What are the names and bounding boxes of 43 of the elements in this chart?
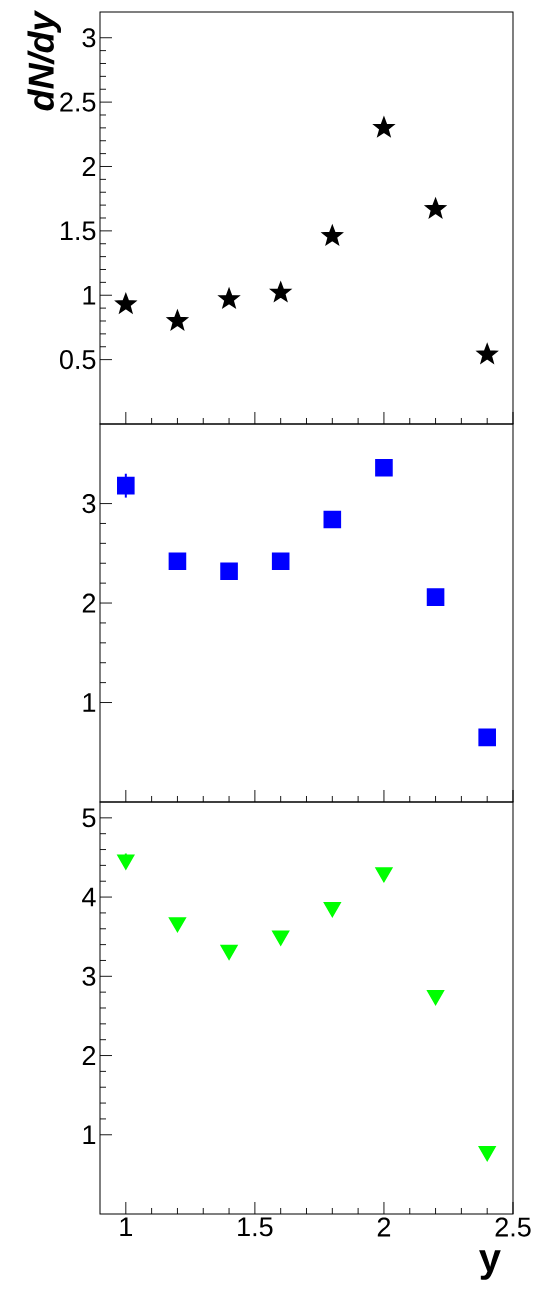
x-tick-label: 1 [120, 1217, 133, 1237]
point [117, 854, 135, 870]
x-tick-label: 2.5 [495, 1217, 531, 1237]
y-tick-label: 1.5 [60, 221, 96, 241]
x-tick-label: 2 [377, 1217, 391, 1237]
point [322, 225, 343, 245]
point [115, 293, 137, 314]
y-tick-label: 2 [82, 593, 96, 613]
y-tick-label: 3 [82, 28, 96, 48]
point [323, 510, 342, 529]
point [220, 562, 238, 581]
y-tick-label: 3 [82, 494, 96, 514]
y-tick-label: 1 [83, 1125, 96, 1145]
point [218, 288, 240, 308]
y-tick-label: 3 [82, 966, 96, 986]
point [426, 990, 445, 1006]
point [375, 867, 393, 883]
point [271, 552, 290, 571]
y-tick-label: 2.5 [60, 92, 96, 112]
point [476, 343, 498, 364]
point [168, 917, 187, 933]
point [478, 728, 496, 747]
point [425, 198, 446, 218]
y-tick-label: 2 [82, 1046, 96, 1065]
point [426, 588, 445, 606]
x-axis-title: y [479, 1250, 501, 1280]
x-tick-label: 1.5 [238, 1217, 273, 1237]
y-tick-label: 2 [82, 157, 96, 176]
y-axis-title: dN/dy [27, 9, 62, 111]
point [168, 552, 187, 571]
point [478, 1146, 496, 1162]
y-tick-label: 4 [82, 887, 96, 907]
point [272, 930, 290, 946]
point [220, 944, 238, 960]
y-tick-label: 0.5 [59, 350, 96, 370]
y-tick-label: 1 [83, 285, 96, 305]
point [323, 902, 341, 918]
point [270, 281, 291, 302]
point [167, 310, 188, 330]
y-tick-label: 5 [82, 808, 96, 828]
point [373, 117, 395, 137]
point [375, 458, 393, 477]
y-tick-label: 1 [83, 693, 96, 712]
